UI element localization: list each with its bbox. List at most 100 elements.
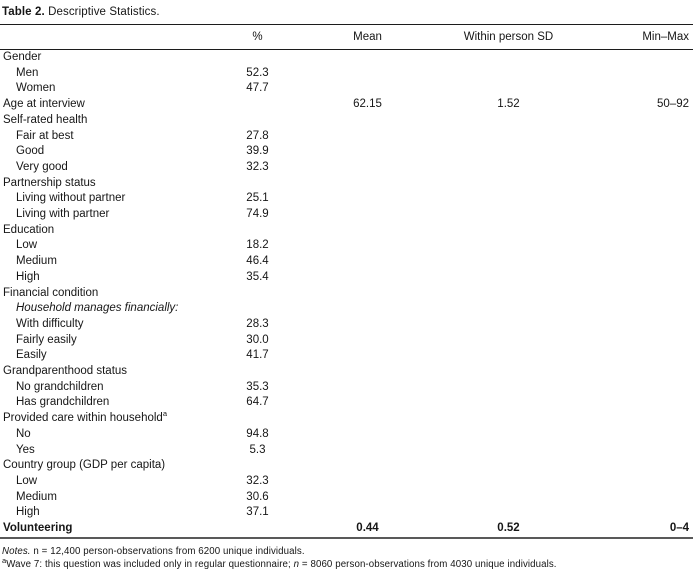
cell-mean xyxy=(290,223,445,239)
cell-pct xyxy=(225,364,290,380)
table-row: Has grandchildren 64.7 xyxy=(0,395,693,411)
cell-minmax xyxy=(572,474,693,490)
cell-sd xyxy=(445,160,572,176)
cell-sd xyxy=(445,270,572,286)
cell-minmax xyxy=(572,443,693,459)
cell-pct: 5.3 xyxy=(249,443,266,456)
cell-pct xyxy=(225,223,290,239)
cell-pct: 94.8 xyxy=(246,427,269,440)
cell-minmax xyxy=(572,380,693,396)
cell-minmax xyxy=(572,270,693,286)
row-label: Grandparenthood status xyxy=(3,365,128,378)
cell-minmax xyxy=(572,364,693,380)
row-label: Country group (GDP per capita) xyxy=(3,459,166,472)
cell-sd xyxy=(445,505,572,521)
cell-sd xyxy=(445,301,572,317)
cell-minmax xyxy=(572,333,693,349)
note-text: n xyxy=(293,559,300,571)
cell-mean xyxy=(290,317,445,333)
cell-pct xyxy=(225,458,290,474)
cell-pct: 28.3 xyxy=(246,317,269,330)
cell-mean xyxy=(290,443,445,459)
table-row: Women 47.7 xyxy=(0,81,693,97)
note-text: = 8060 person-observations from 4030 uni… xyxy=(299,559,557,571)
note-line: aWave 7: this question was included only… xyxy=(2,557,693,572)
cell-sd xyxy=(445,427,572,443)
table-row: Men 52.3 xyxy=(0,66,693,82)
cell-mean xyxy=(290,348,445,364)
cell-pct: 32.3 xyxy=(246,474,269,487)
cell-minmax xyxy=(572,207,693,223)
table-row: Good 39.9 xyxy=(0,144,693,160)
cell-sd xyxy=(445,113,572,129)
table-row: Fair at best 27.8 xyxy=(0,129,693,145)
table-row: No grandchildren 35.3 xyxy=(0,380,693,396)
row-label: Household manages financially: xyxy=(16,302,179,315)
row-label: High xyxy=(16,270,40,283)
cell-mean xyxy=(290,191,445,207)
cell-minmax xyxy=(572,160,693,176)
column-header-min-max: Min–Max xyxy=(572,24,693,50)
cell-sd xyxy=(445,333,572,349)
table-row: High 35.4 xyxy=(0,270,693,286)
cell-sd xyxy=(445,81,572,97)
table-row: Low 18.2 xyxy=(0,238,693,254)
table-row: Education xyxy=(0,223,693,239)
cell-pct: 30.6 xyxy=(246,490,269,503)
cell-sd: 1.52 xyxy=(497,98,520,111)
table-row: With difficulty 28.3 xyxy=(0,317,693,333)
table-row: Low 32.3 xyxy=(0,474,693,490)
cell-minmax xyxy=(572,66,693,82)
cell-pct: 32.3 xyxy=(246,160,269,173)
cell-pct: 47.7 xyxy=(246,82,269,95)
cell-minmax xyxy=(572,113,693,129)
row-label: Fairly easily xyxy=(16,333,77,346)
cell-sd xyxy=(445,191,572,207)
cell-mean xyxy=(290,176,445,192)
cell-pct xyxy=(225,113,290,129)
cell-sd xyxy=(445,223,572,239)
cell-pct xyxy=(225,286,290,302)
table-row: No 94.8 xyxy=(0,427,693,443)
cell-sd xyxy=(445,144,572,160)
cell-minmax xyxy=(572,395,693,411)
cell-pct: 35.4 xyxy=(246,270,269,283)
table-row: Living without partner 25.1 xyxy=(0,191,693,207)
cell-sd xyxy=(445,443,572,459)
row-label: Self-rated health xyxy=(3,113,88,126)
row-label: No xyxy=(16,427,31,440)
cell-minmax xyxy=(572,490,693,506)
row-label: Very good xyxy=(16,160,68,173)
cell-pct xyxy=(225,176,290,192)
cell-minmax xyxy=(572,317,693,333)
cell-mean xyxy=(290,129,445,145)
note-line: Notes. n = 12,400 person-observations fr… xyxy=(2,545,693,559)
cell-mean: 62.15 xyxy=(353,98,382,111)
cell-pct xyxy=(225,301,290,317)
table-row: Living with partner 74.9 xyxy=(0,207,693,223)
cell-sd xyxy=(445,380,572,396)
cell-sd xyxy=(445,364,572,380)
cell-mean xyxy=(290,286,445,302)
cell-minmax xyxy=(572,411,693,427)
column-header-stub xyxy=(0,24,225,50)
cell-minmax xyxy=(572,348,693,364)
cell-mean xyxy=(290,411,445,427)
cell-sd xyxy=(445,238,572,254)
table-caption: Table 2. Descriptive Statistics. xyxy=(0,2,693,24)
cell-minmax xyxy=(572,238,693,254)
cell-minmax xyxy=(572,50,693,66)
table-row: Grandparenthood status xyxy=(0,364,693,380)
cell-mean xyxy=(290,254,445,270)
cell-pct xyxy=(225,411,290,427)
row-label: Yes xyxy=(16,443,35,456)
table-caption-number: Table 2. xyxy=(2,6,45,18)
cell-mean xyxy=(290,333,445,349)
cell-pct: 74.9 xyxy=(246,208,269,221)
cell-mean xyxy=(290,50,445,66)
cell-sd xyxy=(445,286,572,302)
table-row: Easily 41.7 xyxy=(0,348,693,364)
cell-minmax xyxy=(572,191,693,207)
cell-mean xyxy=(290,66,445,82)
table-row: Medium 46.4 xyxy=(0,254,693,270)
